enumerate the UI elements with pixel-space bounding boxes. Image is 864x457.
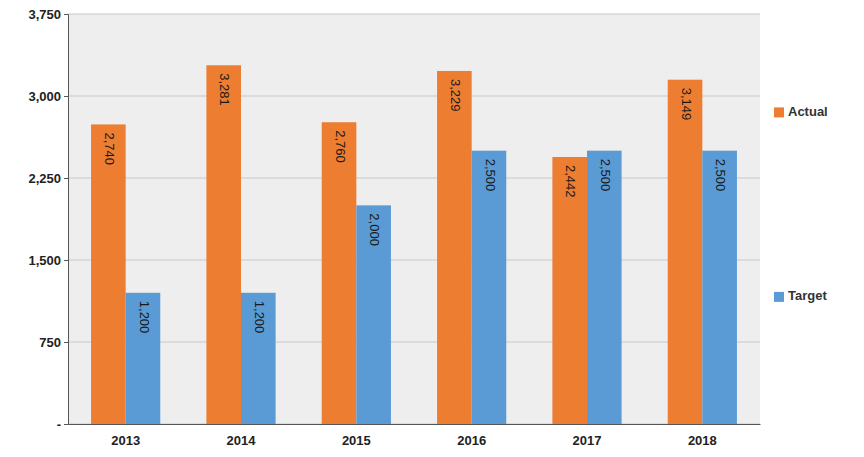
tick: 1,500 (28, 253, 68, 268)
grid (68, 14, 760, 424)
grid-line (68, 342, 760, 343)
tick-label: 3,000 (28, 89, 61, 104)
bar (91, 124, 126, 424)
tick-mark (64, 96, 68, 97)
grid-line (68, 96, 760, 97)
tick-mark (64, 178, 68, 179)
plot: 2,740 3,281 2,760 3,229 2,442 3,149 1,200 1,200… (28, 7, 760, 449)
bar (702, 151, 737, 424)
legend-item: Target (774, 288, 827, 303)
legend-swatch (774, 107, 784, 117)
tick-label: - (57, 417, 61, 432)
legend-swatch (774, 292, 784, 302)
tick-label: 2,250 (28, 171, 61, 186)
plot-background (68, 14, 760, 424)
tick-label: 750 (39, 335, 61, 350)
tick: 2016 (457, 424, 486, 448)
tick-mark (64, 424, 68, 425)
tick: 3,750 (28, 7, 68, 22)
grid-line (68, 424, 760, 425)
y-axis: - 750 1,500 2,250 3,000 3,750 (28, 7, 68, 432)
data-label: 3,229 (448, 79, 463, 112)
bar (472, 151, 507, 424)
legend: Actual Target (774, 104, 828, 304)
tick-label: 1,500 (28, 253, 61, 268)
bar (241, 293, 276, 424)
axis-line (64, 15, 69, 425)
grid-line (68, 260, 760, 261)
bars (91, 65, 737, 424)
tick-label: 2018 (688, 433, 717, 448)
data-label: 2,442 (563, 165, 578, 198)
tick: 2,250 (28, 171, 68, 186)
legend-label: Actual (788, 104, 828, 119)
chart: 2,740 3,281 2,760 3,229 2,442 3,149 1,200 1,200… (0, 0, 864, 457)
bar (322, 122, 357, 424)
data-label: 2,500 (483, 159, 498, 192)
bar (356, 205, 391, 424)
tick-label: 2013 (111, 433, 140, 448)
tick: 2015 (342, 424, 371, 448)
bar (668, 80, 703, 424)
tick-mark (64, 260, 68, 261)
bar (206, 65, 241, 424)
tick: 750 (39, 335, 68, 350)
bar (126, 293, 161, 424)
data-labels: 2,740 3,281 2,760 3,229 2,442 3,149 1,200 1,200… (102, 73, 728, 333)
tick: 2014 (227, 424, 257, 448)
tick-label: 3,750 (28, 7, 61, 22)
bar (587, 151, 622, 424)
data-label: 1,200 (137, 301, 152, 334)
grid-line (68, 178, 760, 179)
data-label: 3,149 (679, 88, 694, 121)
legend-label: Target (788, 288, 827, 303)
tick: 2018 (688, 424, 717, 448)
data-label: 2,500 (598, 159, 613, 192)
tick: - (57, 417, 68, 432)
data-label: 1,200 (252, 301, 267, 334)
legend-item: Actual (774, 104, 828, 119)
data-label: 2,740 (102, 132, 117, 165)
axis-line (69, 424, 761, 425)
tick-label: 2017 (573, 433, 602, 448)
data-label: 3,281 (217, 73, 232, 106)
bar (437, 71, 472, 424)
tick-label: 2014 (227, 433, 257, 448)
grid-line (68, 14, 760, 15)
tick: 2017 (573, 424, 602, 448)
bar (552, 157, 587, 424)
data-label: 2,500 (713, 159, 728, 192)
tick: 2013 (111, 424, 140, 448)
tick-mark (64, 14, 68, 15)
data-label: 2,760 (333, 130, 348, 163)
tick-mark (64, 342, 68, 343)
tick-label: 2016 (457, 433, 486, 448)
tick-label: 2015 (342, 433, 371, 448)
x-axis: 2013 2014 2015 2016 2017 2018 (69, 424, 761, 448)
data-label: 2,000 (367, 213, 382, 246)
tick: 3,000 (28, 89, 68, 104)
